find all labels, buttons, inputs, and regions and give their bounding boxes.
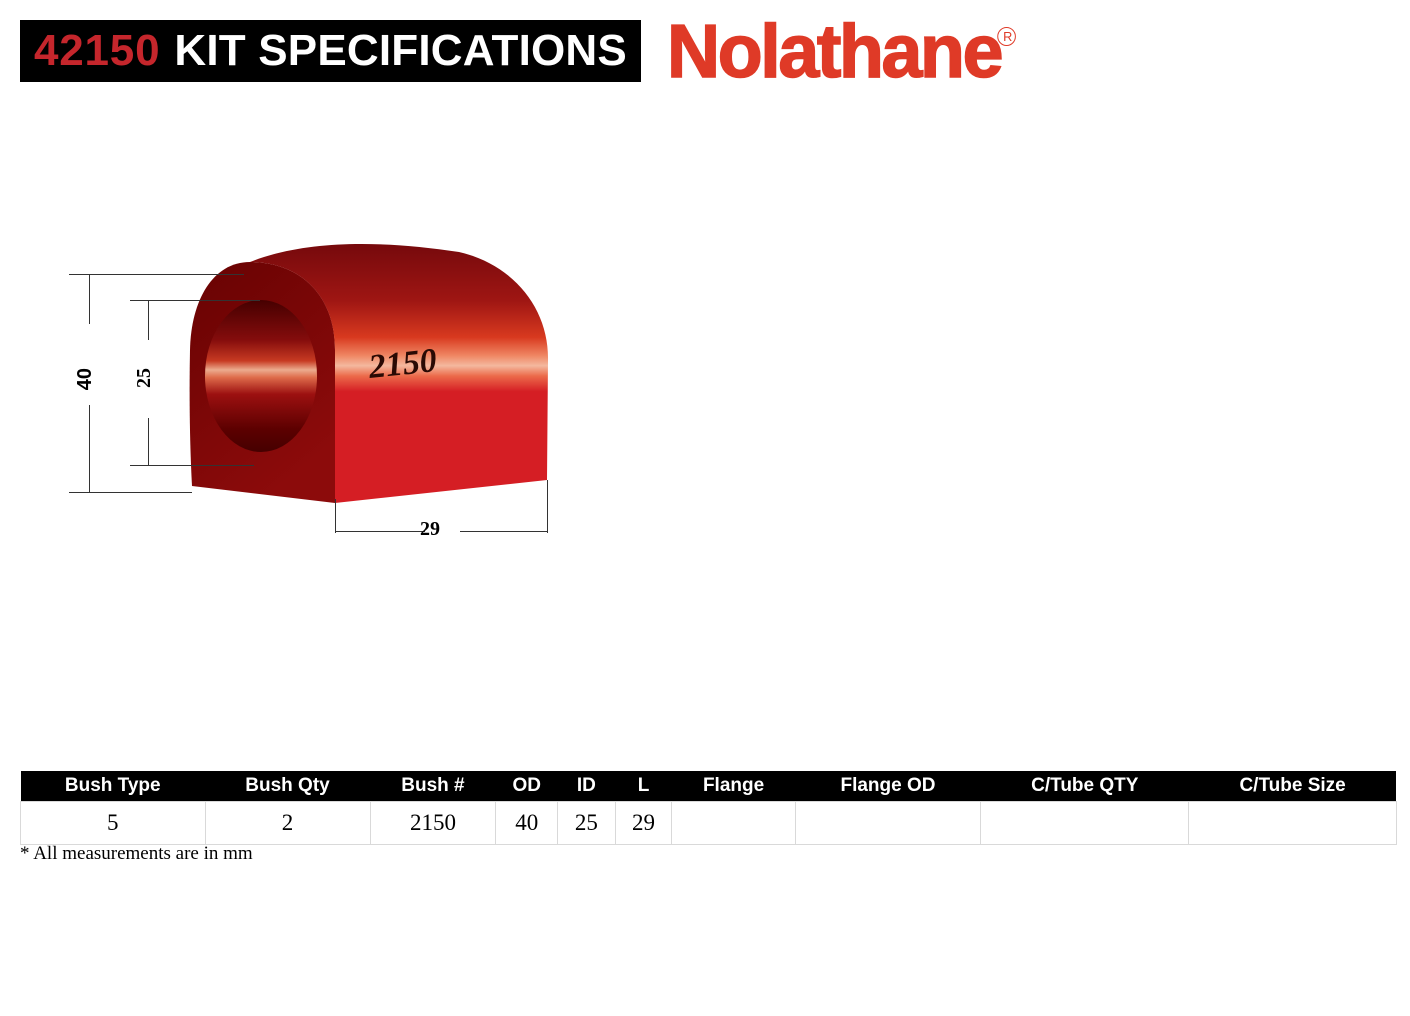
svg-text:2150: 2150 <box>366 342 438 386</box>
